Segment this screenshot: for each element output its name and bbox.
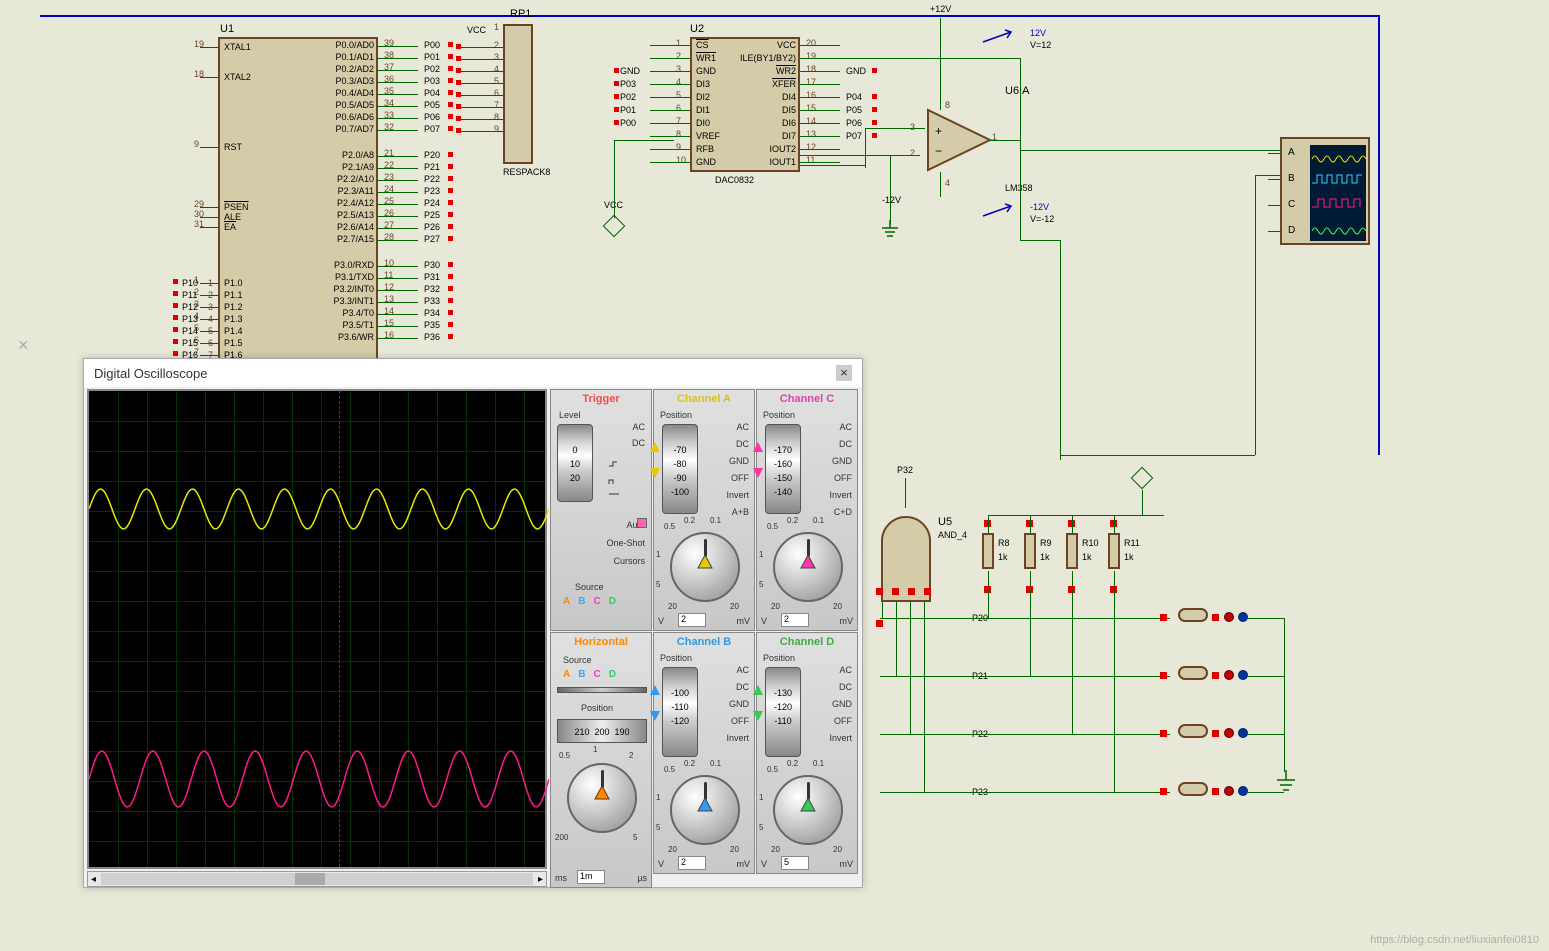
u6-part: LM358 <box>1005 183 1033 193</box>
trigger-level-wheel[interactable]: 0 10 20 <box>557 424 593 502</box>
u2-ref: U2 <box>690 23 704 35</box>
switch-P23[interactable] <box>1178 782 1208 796</box>
rp1-pin1: 1 <box>494 22 499 32</box>
switch-P22[interactable] <box>1178 724 1208 738</box>
led-P21 <box>1224 670 1234 680</box>
vcc-symbol-2 <box>1131 467 1154 490</box>
osc-display[interactable] <box>87 389 547 869</box>
resistor-R8[interactable] <box>982 533 994 569</box>
panel-chC: Channel C Position -170-160-150-140 ACDC… <box>756 389 858 631</box>
panel-chD: Channel D Position -130-120-110 ACDCGNDO… <box>756 632 858 874</box>
probe-p12 <box>981 28 1031 46</box>
panel-chA: Channel A Position -70-80-90-100 ACDCGND… <box>653 389 755 631</box>
watermark: https://blog.csdn.net/liuxianfei0810 <box>1370 934 1539 946</box>
chA-value-input[interactable]: 2 <box>678 613 706 627</box>
rp1-body[interactable] <box>503 24 533 164</box>
panel-chB: Channel B Position -100-110-120 ACDCGNDO… <box>653 632 755 874</box>
scope-instrument[interactable]: ABCD <box>1280 137 1370 245</box>
switch-P20[interactable] <box>1178 608 1208 622</box>
panel-trigger: Trigger Level 0 10 20 AC DC Auto One-Sho… <box>550 389 652 631</box>
chB-value-input[interactable]: 2 <box>678 856 706 870</box>
resistor-R10[interactable] <box>1066 533 1078 569</box>
gnd-symbol <box>880 220 900 238</box>
horiz-slider[interactable] <box>557 687 647 693</box>
panel-horizontal: Horizontal Source ABCD Position 210 200 … <box>550 632 652 888</box>
u2-part: DAC0832 <box>715 175 754 185</box>
led-P20 <box>1224 612 1234 622</box>
probe-n12 <box>981 202 1031 220</box>
rp1-ref: RP1 <box>510 8 531 20</box>
gnd-symbol-2 <box>1275 770 1297 792</box>
resistor-R11[interactable] <box>1108 533 1120 569</box>
trigger-title: Trigger <box>551 390 651 408</box>
u5-part: AND_4 <box>938 530 967 540</box>
svg-text:−: − <box>935 144 942 158</box>
led-P22 <box>1224 728 1234 738</box>
led-P23 <box>1224 786 1234 796</box>
u6-ref: U6:A <box>1005 85 1029 97</box>
osc-titlebar[interactable]: Digital Oscilloscope × <box>84 359 862 387</box>
chC-value-input[interactable]: 2 <box>781 613 809 627</box>
osc-hscrollbar[interactable]: ◂ ▸ <box>87 871 547 887</box>
vcc-symbol <box>603 215 626 238</box>
osc-title-text: Digital Oscilloscope <box>94 366 207 381</box>
oscilloscope-window[interactable]: Digital Oscilloscope × ◂ ▸ Trigger Level… <box>83 358 863 888</box>
close-x-icon[interactable]: × <box>18 335 29 356</box>
scope-screen <box>1310 145 1366 241</box>
osc-close-button[interactable]: × <box>836 365 852 381</box>
rp1-type: RESPACK8 <box>503 167 550 177</box>
u6-opamp[interactable]: + − <box>920 105 1000 175</box>
u5-ref: U5 <box>938 516 952 528</box>
horiz-pos-wheel[interactable]: 210 200 190 <box>557 719 647 743</box>
svg-text:+: + <box>935 124 942 138</box>
osc-traces <box>89 391 549 871</box>
chD-value-input[interactable]: 5 <box>781 856 809 870</box>
u1-ref: U1 <box>220 23 234 35</box>
switch-P21[interactable] <box>1178 666 1208 680</box>
resistor-R9[interactable] <box>1024 533 1036 569</box>
p32-label: P32 <box>897 465 913 475</box>
horizontal-title: Horizontal <box>551 633 651 651</box>
rp1-vcc: VCC <box>467 25 486 35</box>
horiz-value-input[interactable]: 1m <box>577 870 605 884</box>
